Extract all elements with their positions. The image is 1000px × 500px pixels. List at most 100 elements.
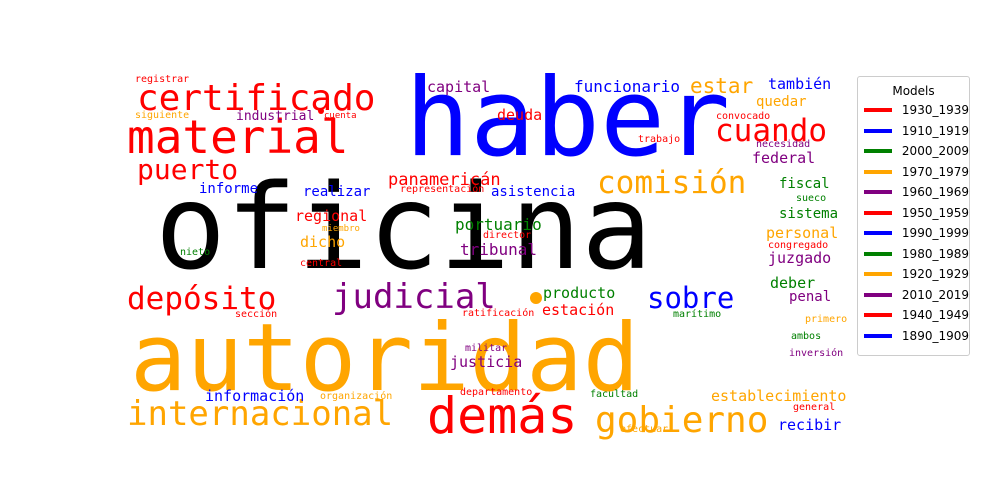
word-certificado: certificado [137, 78, 375, 119]
legend-item: 2000_2009 [858, 141, 969, 162]
word-quedar: quedar [756, 94, 807, 110]
word-sobre: sobre [647, 281, 734, 315]
word-información: información [205, 387, 304, 405]
word-estar: estar [690, 74, 753, 98]
legend-swatch [864, 108, 892, 113]
word-trabajo: trabajo [638, 134, 680, 145]
word-departamento: departamento [460, 387, 532, 398]
legend-swatch [864, 251, 892, 256]
legend-swatch [864, 313, 892, 318]
dot-mark [530, 292, 542, 304]
word-deber: deber [770, 274, 815, 292]
word-panamericán: panamericán [388, 170, 501, 190]
word-estación: estación [542, 301, 614, 319]
word-general: general [793, 402, 835, 413]
legend-item: 1890_1909 [858, 326, 969, 347]
word-militar: militar [465, 343, 507, 354]
word-también: también [768, 75, 831, 93]
word-tribunal: tribunal [460, 240, 537, 259]
word-central: central [300, 258, 342, 269]
legend-swatch [864, 169, 892, 174]
legend-label: 1910_1919 [901, 123, 969, 138]
word-necesidad: necesidad [756, 139, 810, 150]
word-nieto: nieto [180, 247, 210, 258]
legend-label: 1890_1909 [901, 328, 969, 343]
word-material: material [127, 110, 349, 164]
word-siguiente: siguiente [135, 110, 189, 121]
legend-item: 1910_1919 [858, 121, 969, 142]
word-inversión: inversión [789, 347, 843, 359]
word-fiscal: fiscal [779, 176, 830, 192]
word-comisión: comisión [597, 165, 746, 201]
word-capital: capital [427, 78, 490, 96]
word-congregado: congregado [768, 240, 828, 251]
dot-mark [318, 108, 324, 114]
word-oficina: oficina [155, 158, 652, 296]
word-personal: personal [766, 224, 838, 242]
legend-swatch [864, 190, 892, 195]
word-establecimiento: establecimiento [711, 387, 846, 405]
legend-label: 1930_1939 [901, 103, 969, 118]
word-gobierno: gobierno [595, 400, 768, 441]
legend-label: 1940_1949 [901, 308, 969, 323]
word-regional: regional [295, 207, 367, 225]
legend-item: 1970_1979 [858, 162, 969, 183]
legend-item: 1930_1939 [858, 100, 969, 121]
legend-swatch [864, 333, 892, 338]
word-cuenta: cuenta [324, 111, 357, 121]
word-organización: organización [320, 390, 392, 402]
legend-swatch [864, 128, 892, 133]
word-juzgado: juzgado [768, 249, 831, 267]
word-internacional: internacional [127, 394, 393, 434]
legend-swatch [864, 149, 892, 154]
legend-swatch [864, 231, 892, 236]
word-convocado: convocado [716, 111, 770, 122]
word-justicia: justicia [450, 353, 522, 371]
legend: Models 1930_1939 1910_1919 2000_2009 1970_1… [857, 76, 970, 356]
legend-swatch [864, 210, 892, 215]
legend-label: 1920_1929 [901, 267, 969, 282]
word-haber: haber [405, 56, 730, 181]
legend-item: 1980_1989 [858, 244, 969, 265]
word-asistencia: asistencia [491, 184, 575, 200]
legend-item: 2010_2019 [858, 285, 969, 306]
word-federal: federal [752, 149, 815, 167]
legend-item: 1940_1949 [858, 305, 969, 326]
legend-item: 1920_1929 [858, 264, 969, 285]
legend-swatch [864, 272, 892, 277]
word-marítimo: marítimo [673, 308, 721, 320]
word-sección: sección [235, 308, 277, 320]
legend-title: Models [892, 84, 935, 98]
legend-label: 1970_1979 [901, 164, 969, 179]
word-realizar: realizar [303, 184, 370, 200]
legend-item: 1960_1969 [858, 182, 969, 203]
word-industrial: industrial [236, 109, 314, 124]
legend-label: 2000_2009 [901, 144, 969, 159]
legend-item: 1950_1959 [858, 203, 969, 224]
word-penal: penal [789, 289, 831, 305]
legend-label: 1950_1959 [901, 205, 969, 220]
word-judicial: judicial [332, 277, 496, 317]
word-autoridad: autoridad [130, 304, 639, 413]
legend-label: 1960_1969 [901, 185, 969, 200]
word-efectuar: efectuar [620, 424, 668, 435]
word-sueco: sueco [796, 193, 826, 204]
legend-swatch [864, 292, 892, 297]
word-recibir: recibir [778, 416, 841, 434]
word-informe: informe [199, 181, 258, 197]
word-demás: demás [427, 387, 578, 445]
word-portuario: portuario [455, 215, 542, 234]
legend-label: 1980_1989 [901, 246, 969, 261]
word-dicho: dicho [300, 233, 345, 251]
legend-label: 2010_2019 [901, 287, 969, 302]
word-representación: representación [400, 183, 484, 195]
word-ratificación: ratificación [462, 307, 534, 319]
word-miembro: miembro [322, 224, 360, 234]
word-deuda: deuda [497, 106, 542, 124]
word-registrar: registrar [135, 74, 189, 85]
word-primero: primero [805, 314, 847, 325]
word-director: director [483, 230, 531, 241]
word-ambos: ambos [791, 331, 821, 342]
word-depósito: depósito [127, 281, 276, 317]
